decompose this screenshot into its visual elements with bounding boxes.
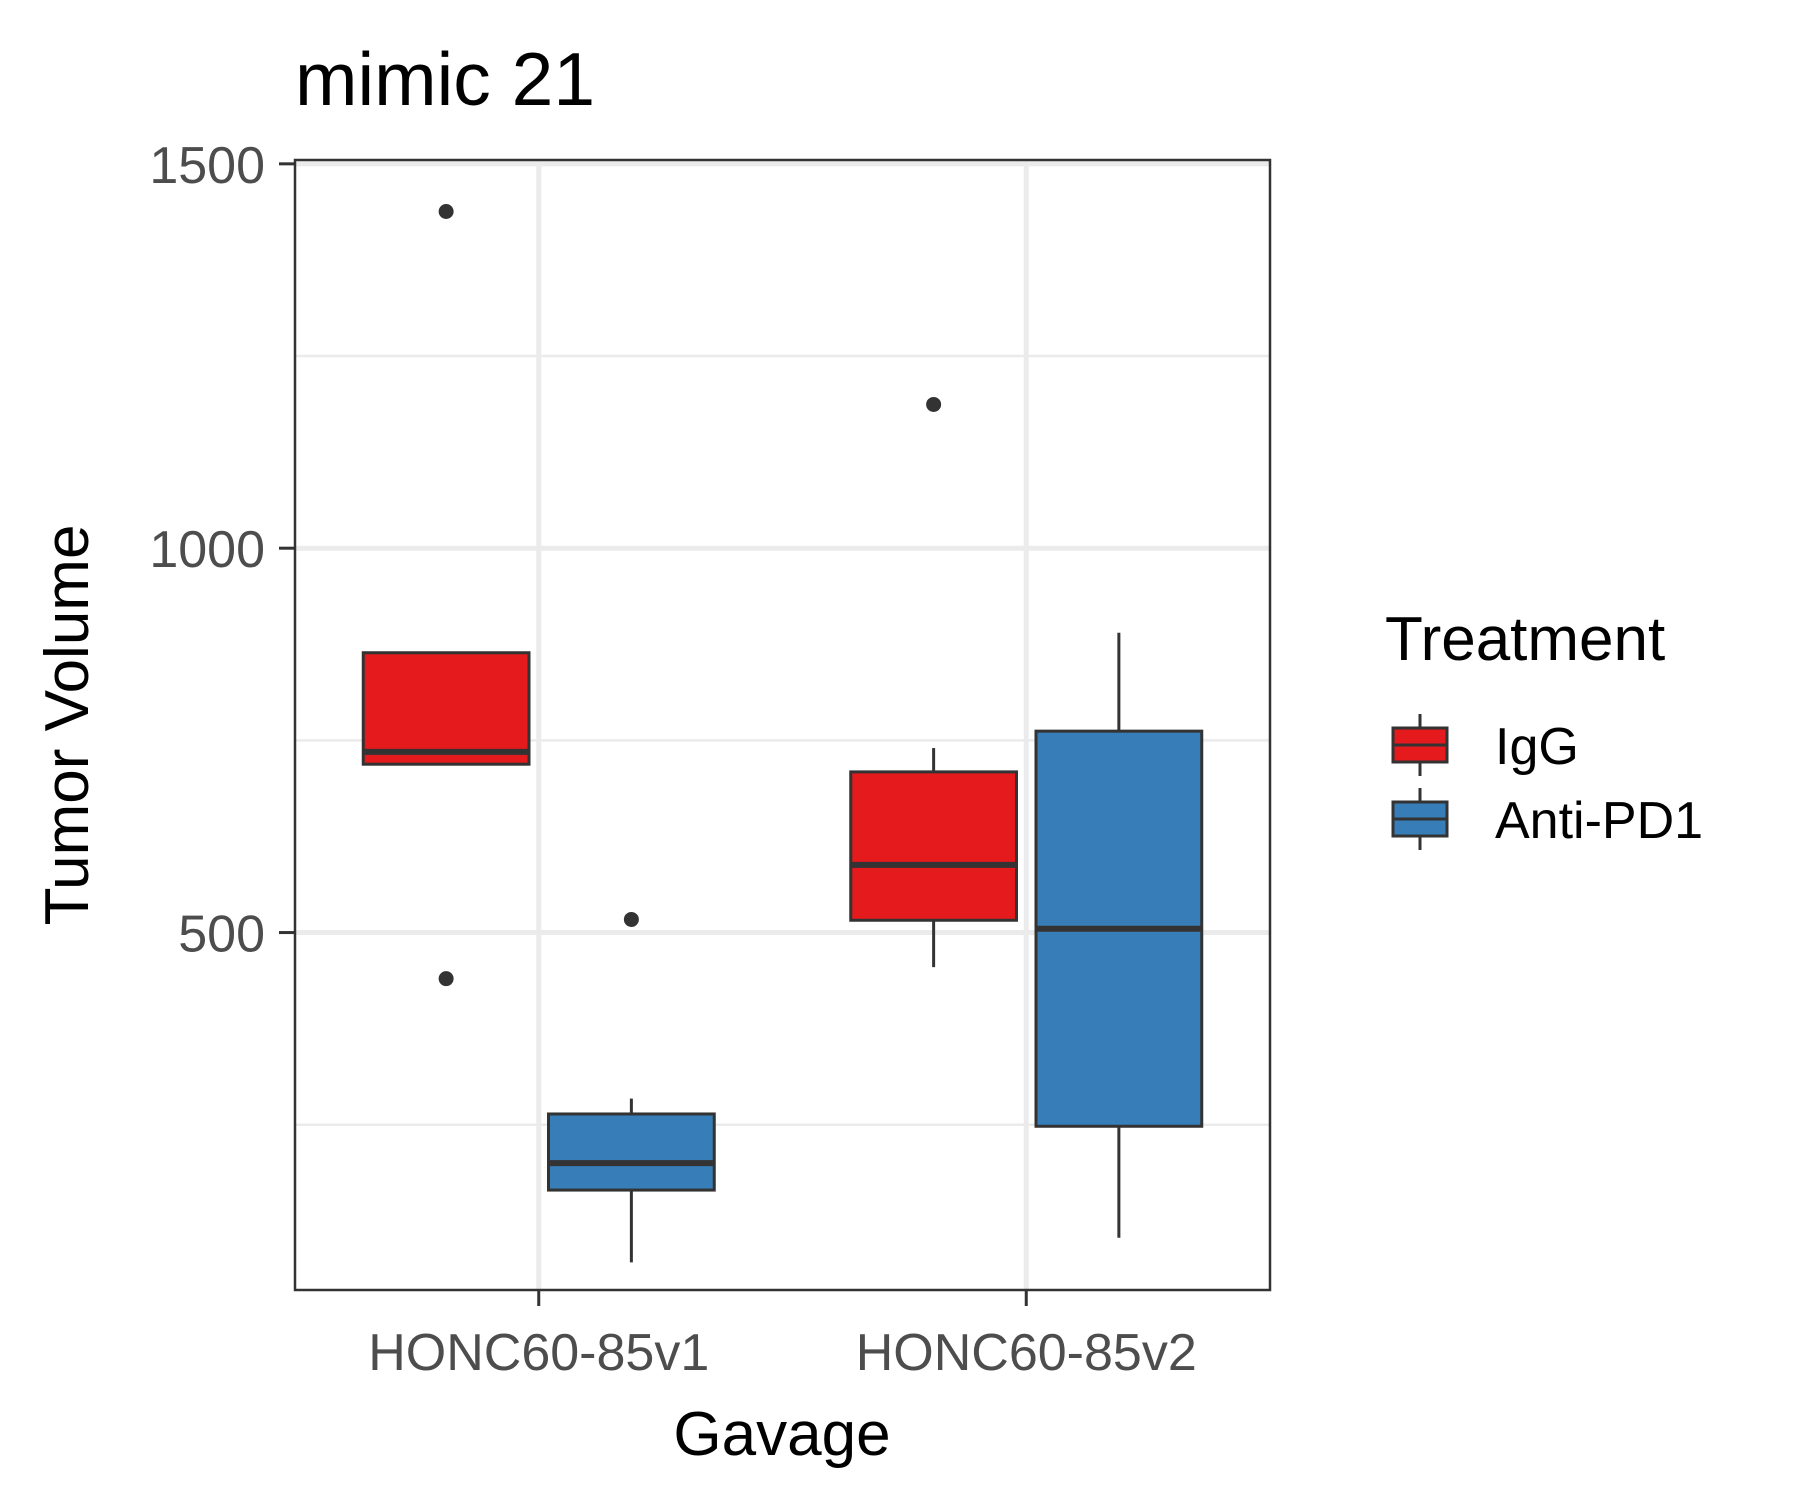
boxes-layer — [361, 204, 1204, 1263]
box-anti-pd1-1 — [1034, 632, 1204, 1238]
y-axis-label: Tumor Volume — [33, 525, 102, 926]
outlier-point — [926, 396, 942, 412]
outlier-point — [438, 204, 454, 220]
x-tick-label: HONC60-85v2 — [856, 1324, 1197, 1382]
legend-item-label: IgG — [1495, 718, 1579, 776]
y-tick-label: 500 — [178, 906, 265, 964]
y-tick-label: 1000 — [149, 521, 265, 579]
x-axis-label: Gavage — [673, 1400, 890, 1469]
box-iqr — [547, 1112, 716, 1192]
legend-item-anti-pd1: Anti-PD1 — [1391, 788, 1703, 850]
x-axis: HONC60-85v1 HONC60-85v2 — [368, 1290, 1197, 1382]
legend-title: Treatment — [1385, 605, 1665, 674]
chart-title: mimic 21 — [295, 37, 595, 121]
box-igg-1 — [849, 396, 1018, 968]
y-tick-label: 1500 — [149, 137, 265, 195]
legend: Treatment IgG Anti-PD1 — [1385, 605, 1703, 850]
legend-item-igg: IgG — [1391, 714, 1579, 776]
outlier-point — [623, 911, 639, 927]
box-anti-pd1-0 — [547, 911, 716, 1263]
box-iqr — [849, 770, 1018, 922]
y-axis: 500 1000 1500 — [149, 137, 295, 964]
box-igg-0 — [361, 204, 531, 987]
x-tick-label: HONC60-85v1 — [368, 1324, 709, 1382]
plot-border — [293, 158, 1272, 1292]
box-iqr — [361, 651, 531, 766]
outlier-point — [438, 971, 454, 987]
legend-item-label: Anti-PD1 — [1495, 792, 1703, 850]
